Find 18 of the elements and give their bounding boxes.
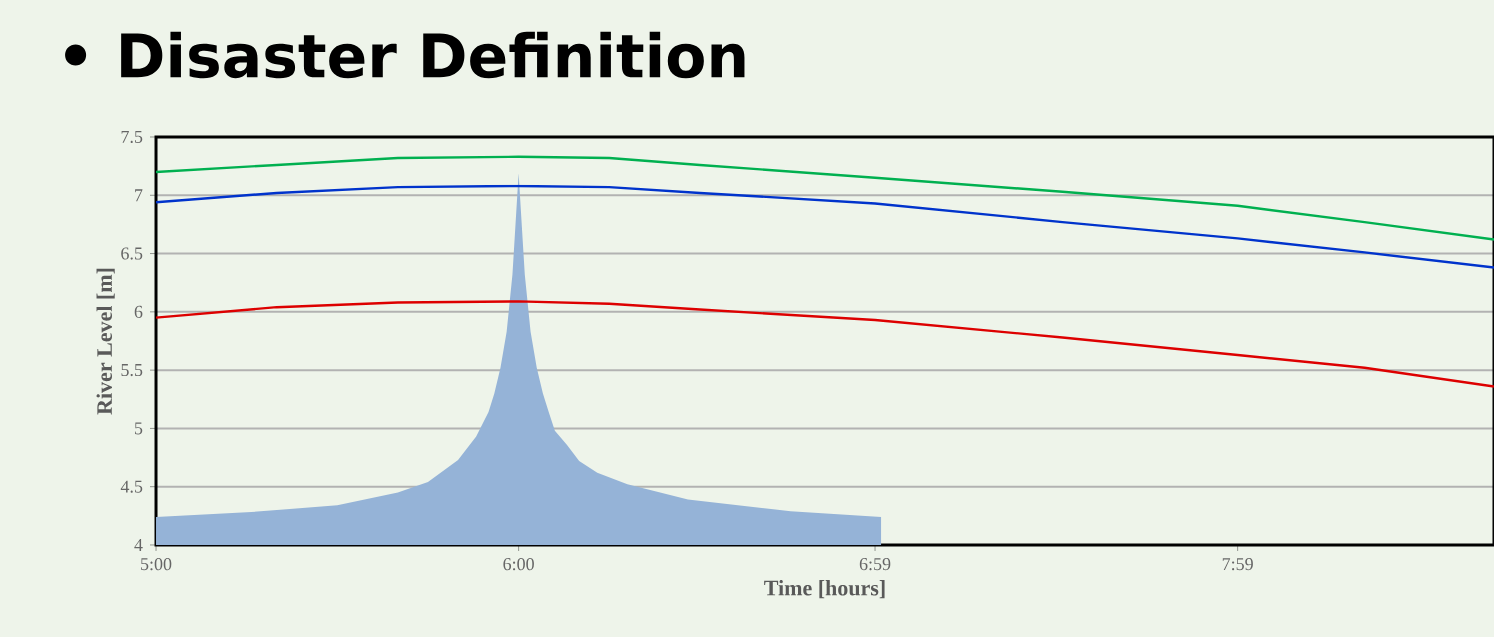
- x-tick-label: 6:59: [859, 558, 891, 571]
- y-axis-title: River Level [m]: [96, 268, 115, 415]
- y-tick-label: 7: [135, 189, 143, 202]
- line-series: [156, 184, 1494, 269]
- line-series: [156, 300, 1494, 388]
- x-tick-label: 5:00: [141, 558, 172, 571]
- x-axis-title: Time [hours]: [764, 580, 885, 599]
- y-tick-label: 7.5: [121, 130, 143, 144]
- line-series: [156, 155, 1494, 241]
- y-tick-label: 4.5: [120, 480, 143, 493]
- y-tick-label: 4: [134, 539, 143, 551]
- x-tick-label: 7:59: [1222, 558, 1253, 571]
- y-tick-label: 6.5: [121, 247, 143, 260]
- y-tick-label: 5: [134, 422, 143, 435]
- x-tick-label: 6:00: [503, 558, 534, 571]
- y-tick-label: 6: [134, 305, 143, 318]
- y-tick-label: 5.5: [121, 364, 143, 377]
- chart-title: • Disaster Definition: [65, 31, 745, 79]
